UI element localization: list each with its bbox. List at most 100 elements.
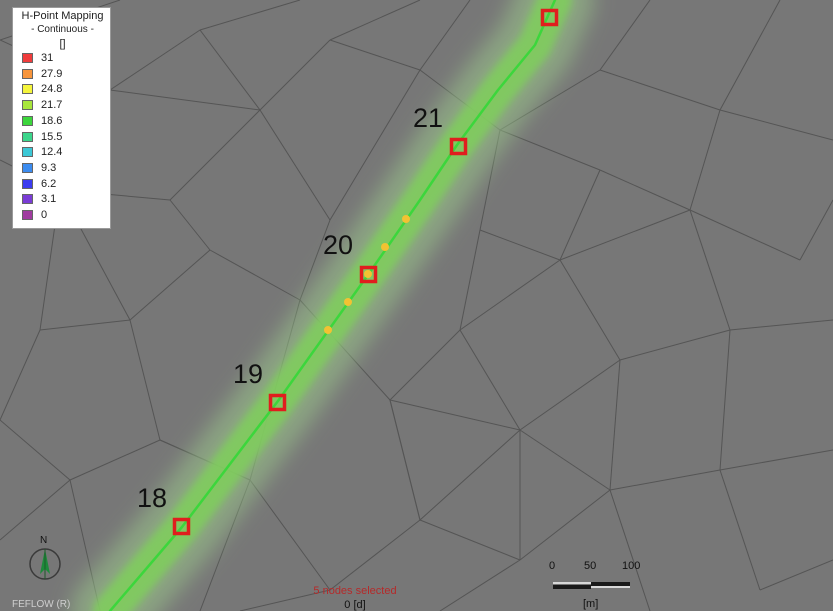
mesh-edge: [129, 249, 211, 321]
mesh-edge: [599, 69, 721, 111]
mesh-edge: [299, 219, 331, 301]
legend-swatch: [22, 53, 33, 63]
mesh-edge: [719, 469, 761, 591]
legend-swatch: [22, 115, 33, 126]
mesh-edge: [419, 519, 521, 561]
time-status: 0 [d]: [344, 599, 366, 611]
node-dot[interactable]: [381, 243, 389, 251]
legend-swatch: [22, 100, 33, 111]
selected-node-marker[interactable]: [449, 137, 468, 156]
legend-value: 24.8: [41, 83, 63, 96]
mesh-edge: [39, 319, 131, 331]
selected-node-marker[interactable]: [359, 265, 378, 284]
legend-value: 27.9: [41, 67, 63, 80]
mesh-edge: [599, 0, 651, 71]
mesh-edge: [209, 249, 301, 301]
mesh-edge: [129, 319, 161, 441]
scale-unit: [m]: [583, 598, 599, 610]
node-label-20: 20: [323, 230, 354, 260]
mesh-edge: [559, 169, 601, 261]
mesh-edge: [69, 439, 161, 481]
selection-status: 5 nodes selected: [313, 585, 397, 597]
legend-swatch: [22, 162, 33, 173]
node-dot[interactable]: [324, 326, 332, 334]
node-label-21: 21: [413, 103, 444, 133]
node-label-19: 19: [233, 359, 264, 389]
legend-value: 31: [41, 52, 54, 64]
mesh-edge: [719, 0, 781, 111]
mesh-edge: [519, 489, 611, 561]
selected-node-marker[interactable]: [172, 517, 191, 536]
mesh-edge: [719, 449, 833, 471]
scale-bar: [553, 582, 630, 589]
legend-swatch: [22, 194, 33, 205]
mesh-edge: [619, 329, 731, 361]
scale-tick-0: 0: [549, 560, 556, 572]
mesh-edge: [419, 0, 471, 71]
legend-value: 12.4: [41, 146, 63, 159]
legend-swatch: [22, 210, 33, 220]
legend-subtitle: - Continuous -: [31, 24, 94, 35]
mesh-edge: [259, 39, 331, 111]
mesh-edge: [199, 0, 301, 31]
mesh-edge: [329, 39, 421, 71]
legend-value: 3.1: [41, 193, 57, 206]
mesh-edge: [459, 329, 521, 431]
mesh-edge: [599, 169, 691, 211]
mesh-edge: [239, 589, 331, 611]
mesh-edge: [0, 329, 41, 421]
mesh-edge: [459, 229, 481, 331]
mesh-edge: [109, 89, 261, 111]
legend-swatch: [22, 131, 33, 142]
legend-swatch: [22, 147, 33, 158]
mesh-edge: [389, 399, 421, 521]
scale-tick-100: 100: [622, 560, 641, 572]
node-label-18: 18: [137, 483, 168, 513]
mesh-edge: [479, 229, 561, 261]
mesh-edge: [729, 319, 833, 331]
mesh-edge: [559, 259, 621, 361]
mesh-edge: [249, 479, 331, 591]
mesh-edge: [459, 259, 561, 331]
node-dot[interactable]: [344, 298, 352, 306]
mesh-edge: [719, 329, 731, 471]
selected-node-marker[interactable]: [268, 393, 287, 412]
mesh-edge: [169, 199, 211, 251]
mesh-edge: [609, 489, 651, 611]
legend-title: H-Point Mapping: [21, 10, 104, 22]
legend-value: 21.7: [41, 99, 63, 112]
mesh-edge: [499, 129, 601, 171]
river-line: [108, 0, 557, 611]
legend-value: 9.3: [41, 161, 57, 174]
mesh-edge: [419, 429, 521, 521]
scale-tick-50: 50: [584, 560, 597, 572]
mesh-edge: [759, 559, 833, 591]
legend-value: 15.5: [41, 130, 63, 143]
mesh-edge: [329, 69, 421, 221]
legend-swatch: [22, 178, 33, 189]
mesh-edge: [719, 109, 833, 141]
legend-swatch: [22, 68, 33, 79]
mesh-edge: [519, 359, 621, 431]
mesh-edge: [329, 0, 421, 41]
node-dot[interactable]: [402, 215, 410, 223]
legend-swatch: [22, 84, 33, 95]
mesh-edge: [799, 199, 833, 261]
mesh-edge: [689, 109, 721, 211]
mesh-edge: [0, 479, 71, 541]
legend-value: 0: [41, 209, 48, 221]
mesh-edge: [199, 29, 261, 111]
mesh-edge: [689, 209, 731, 331]
legend-value: 18.6: [41, 114, 63, 127]
mesh-edge: [389, 329, 461, 401]
feflow-brand: FEFLOW (R): [12, 599, 71, 610]
mesh-edge: [0, 419, 71, 481]
mesh-edge: [329, 519, 421, 591]
legend-panel: H-Point Mapping - Continuous - [] 31 27.9…: [12, 7, 111, 229]
mesh-edge: [689, 209, 801, 261]
mesh-edge: [609, 469, 721, 491]
node-dot[interactable]: [364, 270, 372, 278]
selected-node-marker[interactable]: [540, 8, 559, 27]
